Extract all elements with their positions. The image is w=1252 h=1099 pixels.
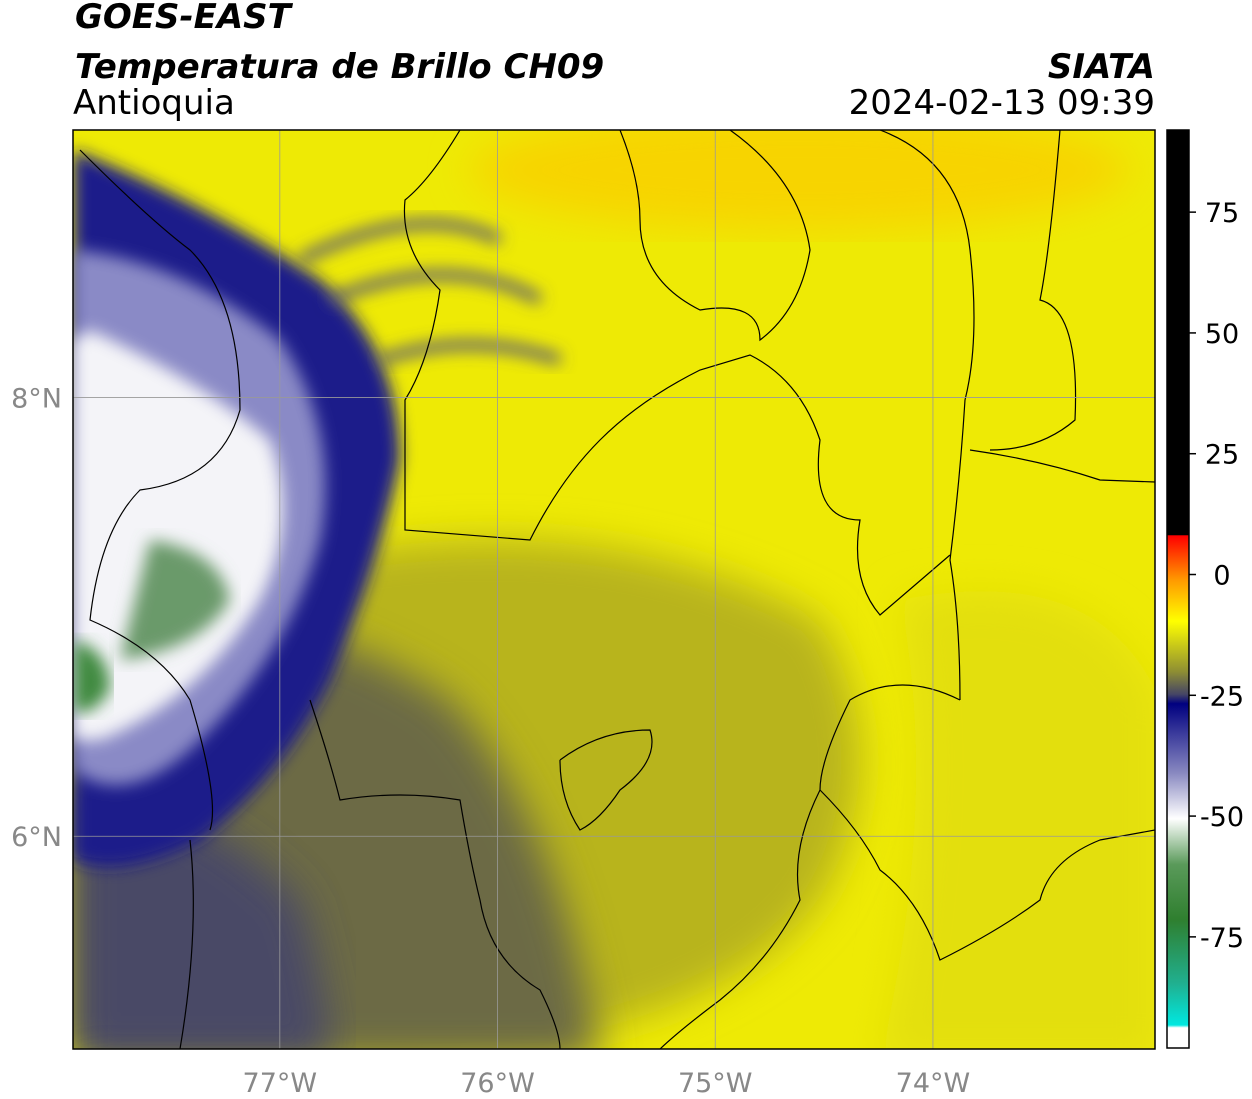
x-tick-label: 76°W — [460, 1068, 535, 1099]
x-tick-label: 77°W — [243, 1068, 318, 1099]
x-tick-label: 75°W — [678, 1068, 753, 1099]
y-tick-label: 6°N — [11, 822, 62, 853]
region: Antioquia — [73, 83, 235, 123]
source: SIATA — [1048, 47, 1155, 87]
colorbar-tick-label: -75 — [1200, 923, 1244, 954]
title: GOES-EAST — [75, 0, 294, 37]
satellite-image — [73, 130, 1155, 1049]
subtitle: Temperatura de Brillo CH09 — [75, 47, 604, 87]
colorbar-tick-label: 25 — [1205, 440, 1239, 471]
colorbar-tick-label: 50 — [1205, 319, 1239, 350]
colorbar-tick-label: 0 — [1213, 561, 1230, 592]
colorbar-tick-label: 75 — [1205, 198, 1239, 229]
colorbar-tick-label: -25 — [1200, 681, 1244, 712]
datetime: 2024-02-13 09:39 — [849, 83, 1155, 123]
map-frame — [72, 129, 1156, 1050]
graticule — [73, 130, 1155, 1049]
colorbar-ticks: -75 -50 -25 0 25 50 75 — [1189, 198, 1244, 954]
y-tick-label: 8°N — [11, 384, 62, 415]
boundaries — [79, 130, 1155, 1049]
colorbar — [1166, 129, 1190, 1049]
colorbar-tick-label: -50 — [1200, 802, 1244, 833]
x-tick-label: 74°W — [896, 1068, 971, 1099]
